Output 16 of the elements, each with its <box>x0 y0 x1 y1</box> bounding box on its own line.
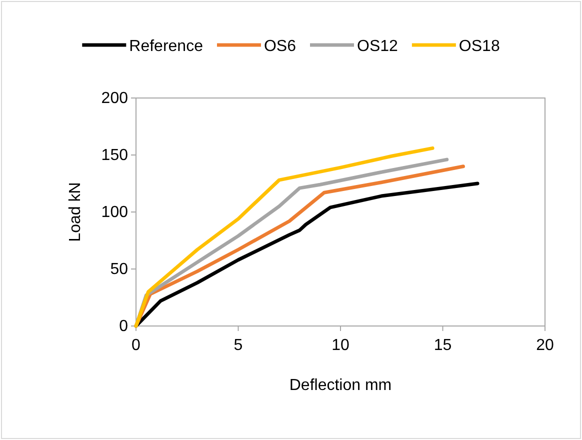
y-axis-title: Load kN <box>67 182 84 242</box>
y-tick-label: 0 <box>119 318 128 336</box>
legend-label: OS12 <box>357 38 398 55</box>
y-tick-label: 50 <box>110 261 128 278</box>
legend-label: OS6 <box>264 38 296 55</box>
x-tick-label: 10 <box>332 337 350 354</box>
y-tick-label: 100 <box>101 204 128 222</box>
y-tick-label: 150 <box>101 147 128 164</box>
x-tick-label: 5 <box>234 337 243 354</box>
x-tick-label: 15 <box>434 337 452 354</box>
legend-label: Reference <box>129 38 204 55</box>
x-tick-label: 0 <box>132 337 141 354</box>
x-tick-label: 20 <box>536 337 554 354</box>
y-tick-label: 200 <box>101 90 128 108</box>
legend-label: OS18 <box>458 38 500 55</box>
x-axis-title: Deflection mm <box>289 377 392 394</box>
